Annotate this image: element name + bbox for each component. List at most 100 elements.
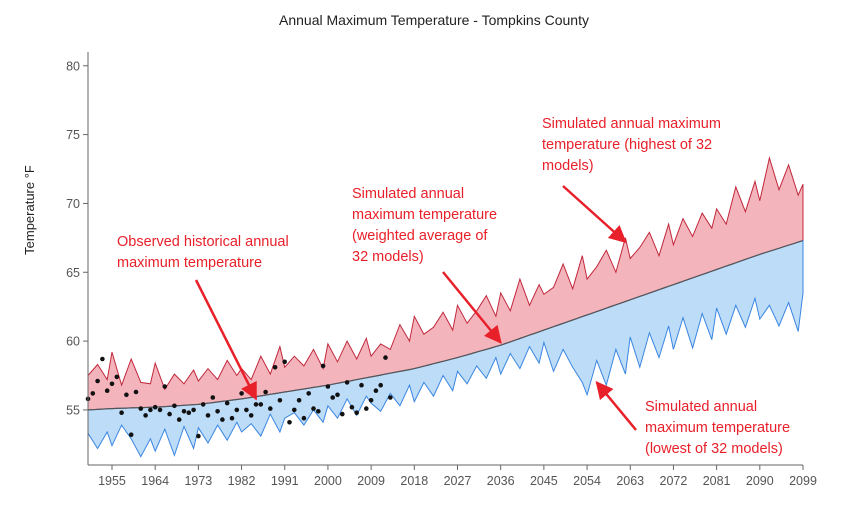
- x-tick-label: 1982: [228, 474, 256, 488]
- y-axis-ticks: 55 60 65 70 75 80: [66, 59, 88, 417]
- annotation-line: temperature (highest of 32: [542, 137, 712, 153]
- annotation-line: (weighted average of: [352, 228, 488, 244]
- annotations: Observed historical annual maximum temper…: [117, 116, 790, 457]
- observed-point: [330, 395, 336, 400]
- observed-point: [258, 402, 264, 407]
- x-axis-ticks: 1955 1964 1973 1982 1991 2000 2009 2018 2027 2036…: [98, 465, 817, 488]
- observed-point: [282, 359, 288, 365]
- annotation-line: (lowest of 32 models): [645, 441, 783, 457]
- y-axis-label: Temperature °F: [22, 165, 37, 255]
- observed-point: [287, 420, 292, 425]
- observed-point: [335, 392, 340, 398]
- observed-point: [306, 391, 312, 396]
- annotation-line: maximum temperature: [352, 207, 497, 223]
- observed-point: [133, 389, 139, 395]
- annotation-observed: Observed historical annual maximum temper…: [117, 234, 289, 271]
- observed-point: [253, 402, 259, 407]
- observed-point: [128, 432, 134, 438]
- x-tick-label: 1964: [141, 474, 169, 488]
- annotation-line: maximum temperature: [645, 420, 790, 436]
- y-tick-label: 65: [66, 266, 80, 280]
- y-tick-label: 60: [66, 335, 80, 349]
- observed-point: [229, 415, 235, 421]
- observed-point: [191, 407, 196, 413]
- observed-point: [210, 395, 216, 400]
- annotation-lowest: Simulated annual maximum temperature (lowe…: [645, 399, 790, 457]
- plot-area: [87, 156, 804, 458]
- observed-point: [277, 398, 283, 403]
- observed-point: [325, 384, 331, 389]
- observed-point: [215, 409, 220, 414]
- observed-point: [119, 410, 124, 416]
- observed-point: [148, 407, 153, 413]
- annotation-line: 32 models): [352, 249, 424, 265]
- observed-point: [383, 355, 388, 360]
- observed-point: [349, 404, 355, 410]
- axes: [87, 52, 803, 466]
- observed-point: [311, 406, 316, 411]
- observed-point: [205, 413, 211, 418]
- observed-point: [100, 356, 105, 362]
- annotation-arrow-observed: [194, 279, 258, 401]
- x-tick-label: 2054: [573, 474, 601, 488]
- observed-point: [316, 409, 321, 414]
- observed-point: [268, 406, 273, 411]
- y-tick-label: 80: [66, 59, 80, 73]
- chart-title: Annual Maximum Temperature - Tompkins Co…: [279, 12, 589, 28]
- observed-point: [272, 365, 278, 370]
- x-tick-label: 1973: [184, 474, 212, 488]
- x-tick-label: 2045: [530, 474, 558, 488]
- x-tick-label: 2063: [616, 474, 644, 488]
- x-tick-label: 2027: [444, 474, 472, 488]
- observed-point: [378, 382, 384, 388]
- x-tick-label: 2036: [487, 474, 515, 488]
- observed-point: [292, 407, 297, 413]
- observed-point: [239, 391, 244, 396]
- observed-point: [124, 392, 129, 398]
- y-tick-label: 75: [66, 128, 80, 142]
- y-tick-label: 70: [66, 197, 80, 211]
- observed-point: [244, 407, 249, 413]
- observed-point: [354, 410, 360, 416]
- observed-points: [85, 355, 393, 439]
- x-tick-label: 2081: [703, 474, 731, 488]
- annotation-highest: Simulated annual maximum temperature (hig…: [542, 116, 721, 174]
- observed-point: [138, 406, 144, 411]
- observed-point: [248, 413, 254, 418]
- annotation-line: Observed historical annual: [117, 234, 289, 250]
- observed-point: [90, 391, 96, 396]
- observed-point: [186, 410, 192, 416]
- observed-point: [320, 363, 326, 369]
- annotation-line: Simulated annual: [645, 399, 757, 415]
- observed-point: [114, 374, 120, 380]
- observed-point: [368, 398, 374, 403]
- observed-point: [296, 398, 302, 403]
- x-tick-label: 2009: [357, 474, 385, 488]
- observed-point: [152, 404, 158, 410]
- annotation-arrow-highest: [562, 185, 627, 244]
- x-tick-label: 2018: [400, 474, 428, 488]
- observed-point: [181, 409, 187, 414]
- annotation-line: Simulated annual: [352, 186, 464, 202]
- x-tick-label: 1955: [98, 474, 126, 488]
- observed-point: [172, 403, 177, 409]
- annotation-arrow-weighted-average: [442, 271, 502, 344]
- observed-point: [340, 411, 345, 417]
- mean-line: [87, 240, 804, 411]
- observed-point: [200, 402, 206, 407]
- observed-point: [344, 380, 350, 385]
- observed-point: [301, 415, 307, 421]
- x-tick-label: 2072: [660, 474, 688, 488]
- observed-point: [224, 400, 230, 406]
- x-tick-label: 1991: [271, 474, 299, 488]
- observed-point: [263, 389, 268, 395]
- observed-point: [162, 384, 168, 389]
- x-tick-label: 2090: [746, 474, 774, 488]
- y-tick-label: 55: [66, 403, 80, 417]
- annotation-line: Simulated annual maximum: [542, 116, 721, 132]
- observed-point: [373, 388, 379, 394]
- observed-point: [364, 406, 369, 411]
- observed-point: [234, 407, 240, 413]
- annotation-weighted-average: Simulated annual maximum temperature (weig…: [352, 186, 497, 265]
